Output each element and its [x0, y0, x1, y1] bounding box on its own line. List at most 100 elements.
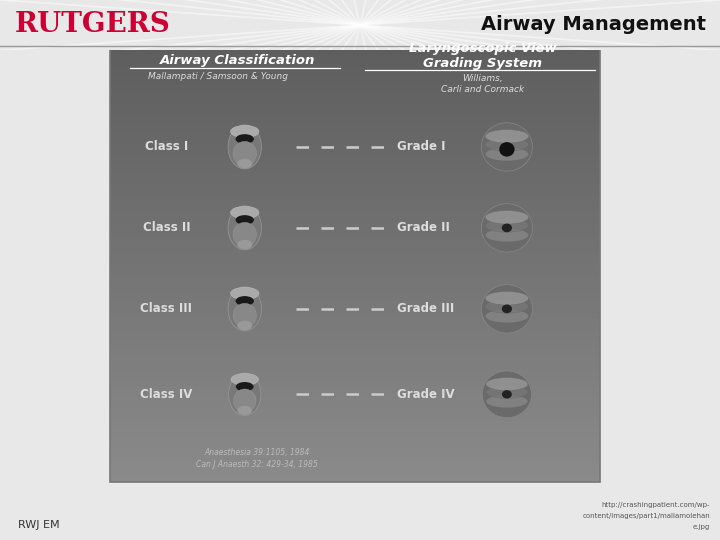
Bar: [110, 358, 600, 364]
Bar: [110, 99, 600, 105]
Ellipse shape: [485, 228, 528, 242]
Text: Grade II: Grade II: [397, 221, 449, 234]
Bar: [110, 476, 600, 482]
Ellipse shape: [482, 123, 532, 171]
Ellipse shape: [235, 296, 254, 306]
Text: Class III: Class III: [140, 302, 192, 315]
Text: Grade III: Grade III: [397, 302, 454, 315]
Bar: [110, 380, 600, 387]
Text: Can J Anaesth 32: 429-34, 1985: Can J Anaesth 32: 429-34, 1985: [196, 460, 318, 469]
Ellipse shape: [237, 240, 252, 249]
Text: Class II: Class II: [143, 221, 190, 234]
Ellipse shape: [235, 215, 254, 225]
Ellipse shape: [233, 141, 256, 166]
Ellipse shape: [502, 305, 512, 313]
Bar: [110, 82, 600, 89]
Bar: [110, 291, 600, 296]
Ellipse shape: [485, 292, 528, 305]
Bar: [110, 49, 600, 55]
Bar: [110, 133, 600, 139]
Ellipse shape: [236, 382, 253, 392]
Ellipse shape: [485, 309, 528, 323]
Ellipse shape: [228, 287, 261, 331]
Bar: [110, 172, 600, 178]
Bar: [110, 319, 600, 325]
Bar: [110, 111, 600, 117]
Bar: [110, 454, 600, 460]
Ellipse shape: [233, 389, 256, 413]
Bar: [110, 240, 600, 246]
Text: Class IV: Class IV: [140, 388, 192, 401]
Bar: [110, 442, 600, 448]
Ellipse shape: [230, 206, 259, 219]
Text: e.jpg: e.jpg: [693, 524, 710, 530]
Ellipse shape: [486, 386, 528, 399]
Ellipse shape: [499, 142, 515, 157]
Bar: [110, 341, 600, 347]
Ellipse shape: [235, 134, 254, 144]
Ellipse shape: [230, 125, 259, 138]
Text: content/images/part1/mallamolehan: content/images/part1/mallamolehan: [582, 513, 710, 519]
Ellipse shape: [228, 206, 261, 250]
Ellipse shape: [229, 373, 261, 416]
Bar: [110, 375, 600, 381]
Bar: [110, 189, 600, 195]
Bar: [110, 464, 600, 471]
Bar: [110, 408, 600, 415]
Bar: [110, 273, 600, 280]
Bar: [110, 296, 600, 302]
Ellipse shape: [237, 321, 252, 330]
Bar: [110, 414, 600, 420]
Text: Williams,
Carli and Cormack: Williams, Carli and Cormack: [441, 74, 524, 93]
Bar: [110, 285, 600, 291]
Bar: [110, 93, 600, 100]
Bar: [110, 161, 600, 167]
Bar: [110, 279, 600, 285]
Bar: [110, 352, 600, 359]
Bar: [110, 397, 600, 403]
Bar: [110, 335, 600, 341]
Bar: [110, 313, 600, 319]
Bar: [110, 77, 600, 83]
Bar: [110, 470, 600, 476]
Ellipse shape: [485, 211, 528, 224]
Text: Airway Management: Airway Management: [481, 15, 706, 33]
Text: RUTGERS: RUTGERS: [14, 11, 170, 38]
Text: RWJ EM: RWJ EM: [18, 520, 60, 530]
Bar: [110, 392, 600, 397]
Bar: [110, 60, 600, 66]
Ellipse shape: [486, 377, 528, 390]
Bar: [110, 420, 600, 426]
Bar: [110, 32, 600, 482]
Ellipse shape: [237, 159, 252, 168]
Bar: [110, 234, 600, 240]
Bar: [110, 32, 600, 38]
Ellipse shape: [233, 222, 256, 247]
Bar: [110, 347, 600, 353]
Ellipse shape: [230, 287, 259, 300]
Ellipse shape: [238, 406, 252, 415]
Bar: [110, 307, 600, 313]
Bar: [110, 88, 600, 94]
Bar: [110, 256, 600, 263]
Bar: [110, 71, 600, 77]
Ellipse shape: [482, 371, 531, 417]
Bar: [110, 43, 600, 49]
Bar: [110, 302, 600, 308]
Text: Anaesthesia 39:1105, 1984: Anaesthesia 39:1105, 1984: [204, 448, 310, 457]
Ellipse shape: [502, 390, 512, 399]
Bar: [110, 116, 600, 122]
Bar: [110, 37, 600, 44]
Bar: [110, 369, 600, 375]
Ellipse shape: [231, 374, 258, 386]
Bar: [110, 324, 600, 330]
Bar: [110, 426, 600, 431]
Bar: [110, 330, 600, 336]
Ellipse shape: [485, 300, 528, 313]
Text: Mallampati / Samsoon & Young: Mallampati / Samsoon & Young: [148, 72, 288, 81]
Bar: [110, 251, 600, 257]
Bar: [110, 448, 600, 454]
Bar: [110, 150, 600, 156]
Text: Grade I: Grade I: [397, 140, 445, 153]
Bar: [110, 228, 600, 235]
